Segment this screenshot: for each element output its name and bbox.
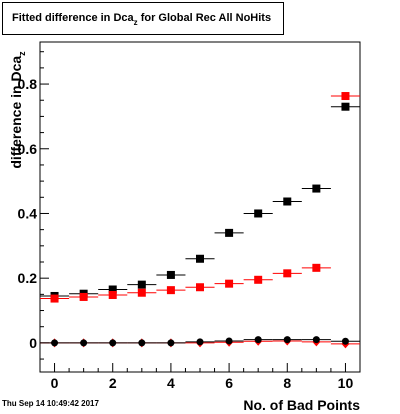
data-point-square xyxy=(137,280,146,289)
data-point-square xyxy=(225,228,234,237)
data-point-circle xyxy=(196,338,204,346)
axes: 0 2 4 6 8 10 0 0.2 0.4 0.6 0.8 xyxy=(18,41,361,391)
data-point-square xyxy=(283,197,292,206)
data-point-square xyxy=(225,279,234,288)
data-point-circle xyxy=(109,339,117,347)
y-axis-label: difference in Dcaz xyxy=(8,30,27,190)
data-point-square xyxy=(79,292,88,301)
x-tick-label: 2 xyxy=(109,375,117,391)
data-point-square xyxy=(196,254,204,263)
data-point-square xyxy=(283,269,292,278)
data-point-square xyxy=(108,285,117,294)
data-point-circle xyxy=(225,337,233,345)
data-point-circle xyxy=(254,336,262,344)
data-point-square xyxy=(166,270,175,279)
y-tick-label: 0.6 xyxy=(18,141,38,157)
data-point-circle xyxy=(51,339,59,347)
data-point-circle xyxy=(167,339,175,347)
data-point-square xyxy=(254,275,263,284)
x-axis-label: No. of Bad Points xyxy=(243,397,360,413)
chart-title-subscript: z xyxy=(133,18,138,27)
x-tick-label: 4 xyxy=(167,375,175,391)
data-point-circle xyxy=(312,336,320,344)
plot-frame xyxy=(39,41,361,373)
data-point-square xyxy=(196,283,204,292)
timestamp: Thu Sep 14 10:49:42 2017 xyxy=(2,399,99,408)
x-tick-label: 8 xyxy=(283,375,291,391)
data-point-square xyxy=(312,263,321,272)
data-point-circle xyxy=(80,339,88,347)
chart-title-main: Fitted difference in Dca xyxy=(12,12,134,24)
x-tick-label: 0 xyxy=(51,375,59,391)
data-point-square xyxy=(166,286,175,295)
chart-title-rest: for Global Rec All NoHits xyxy=(137,12,272,24)
x-tick-label: 6 xyxy=(225,375,233,391)
chart-title: Fitted difference in Dcaz for Global Rec… xyxy=(2,2,284,35)
x-tick-label: 10 xyxy=(338,375,354,391)
data-point-square xyxy=(254,209,263,218)
y-axis-label-subscript: z xyxy=(17,51,27,56)
data-point-square xyxy=(50,294,59,303)
data-point-square xyxy=(341,92,350,101)
y-axis-label-main: difference in Dca xyxy=(8,55,24,169)
data-point-circle xyxy=(138,339,146,347)
y-tick-label: 0 xyxy=(29,335,37,351)
data-point-circle xyxy=(341,337,349,345)
data-marks xyxy=(40,92,360,349)
data-point-circle xyxy=(283,336,291,344)
y-tick-label: 0.2 xyxy=(18,270,38,286)
data-point-square xyxy=(137,288,146,297)
data-point-square xyxy=(341,102,350,111)
y-tick-label: 0.8 xyxy=(18,76,38,92)
data-point-square xyxy=(312,184,321,193)
data-point-square xyxy=(108,291,117,299)
y-tick-label: 0.4 xyxy=(18,205,38,221)
